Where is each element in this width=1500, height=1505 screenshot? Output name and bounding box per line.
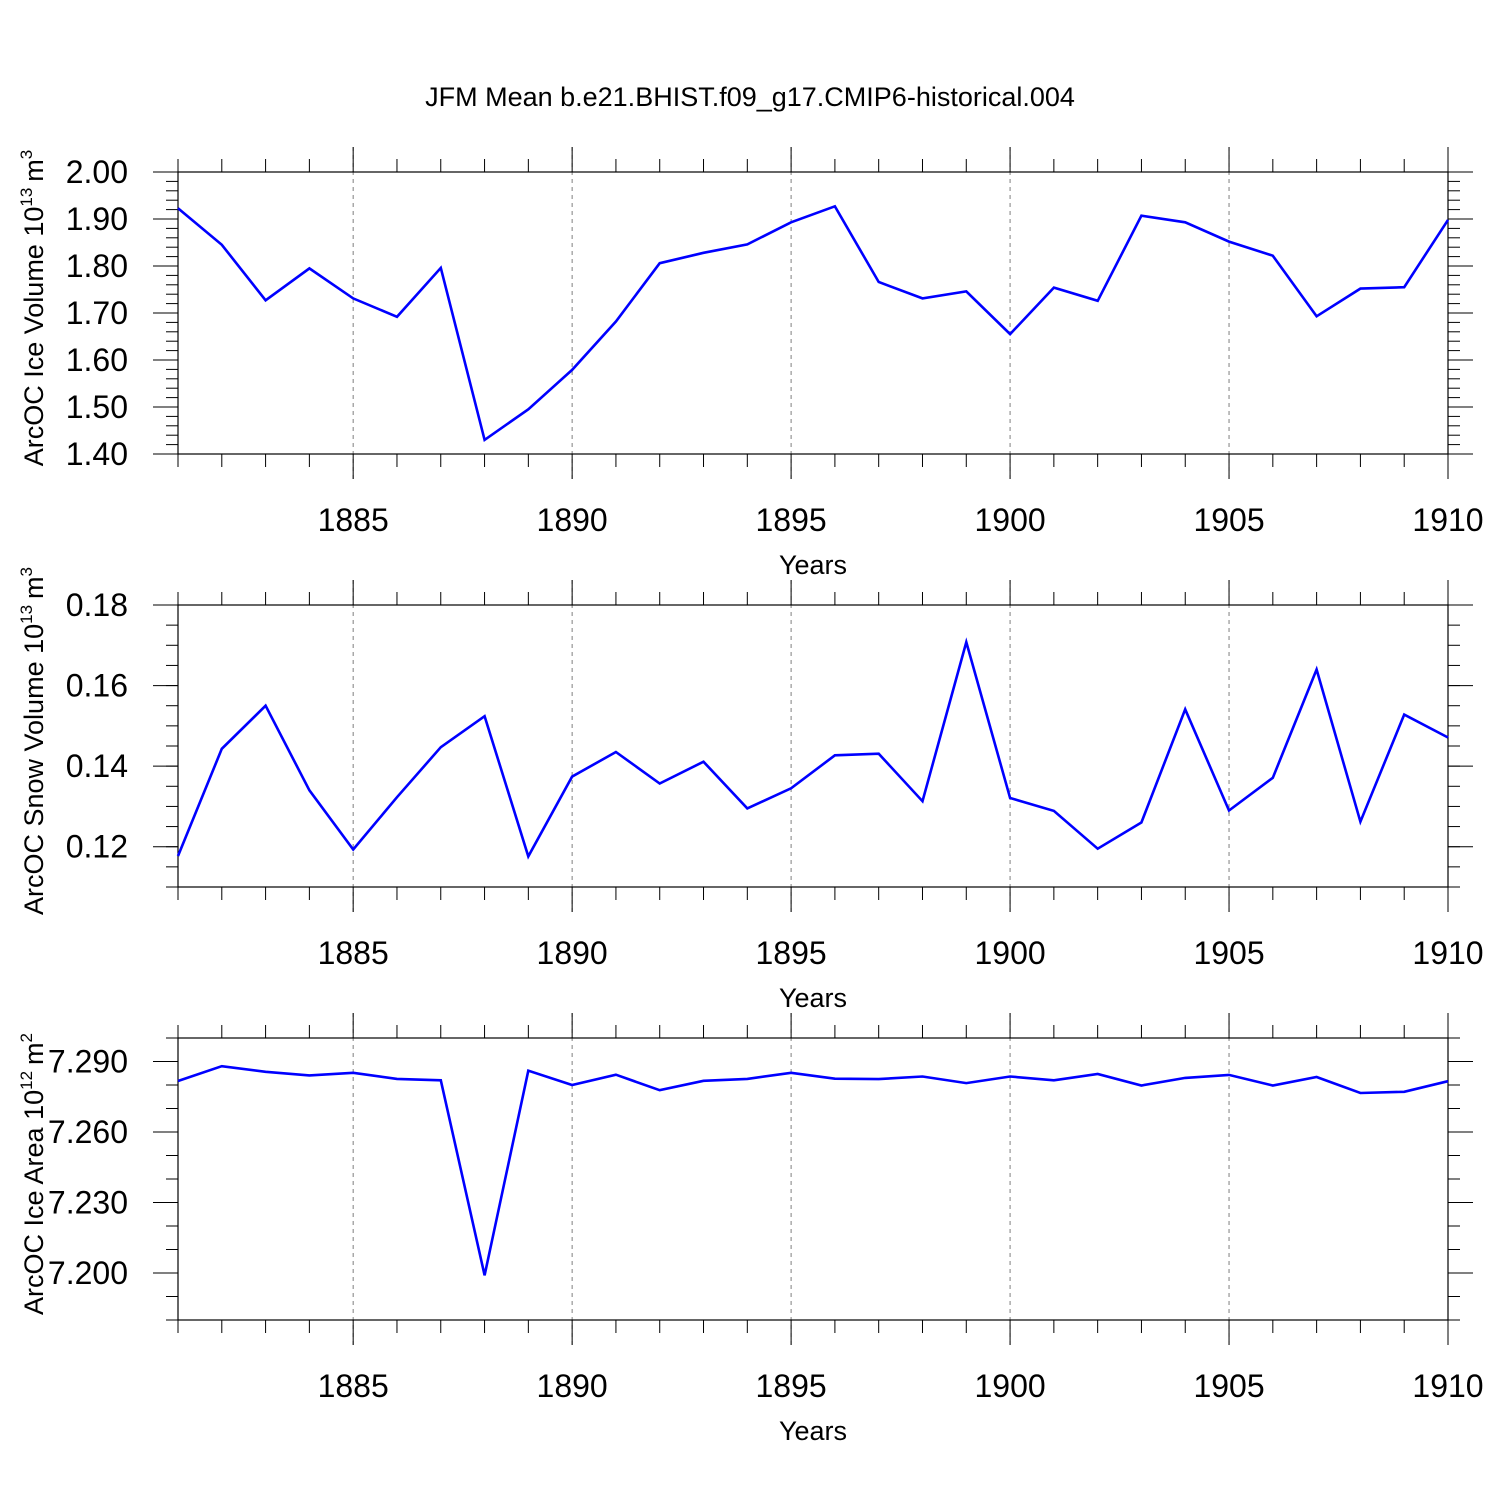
x-tick-label: 1905 [1193,1368,1264,1404]
x-tick-label: 1910 [1412,502,1483,538]
y-tick-label: 1.60 [66,342,128,378]
x-axis-label: Years [779,983,847,1013]
x-axis-label: Years [779,550,847,580]
x-tick-label: 1900 [974,935,1045,971]
y-tick-label: 7.200 [48,1255,128,1291]
x-tick-label: 1890 [537,1368,608,1404]
x-tick-label: 1900 [974,1368,1045,1404]
y-tick-label: 0.12 [66,829,128,865]
y-axis-label-unit: m [19,159,49,182]
series-line [177,204,1450,443]
y-axis-label-unit-exponent: 2 [17,1033,36,1042]
y-tick-label: 0.16 [66,668,128,704]
y-tick-label: 7.230 [48,1185,128,1221]
y-axis-label-main: ArcOC Snow Volume 10 [19,624,49,915]
x-tick-label: 1885 [318,1368,389,1404]
x-tick-label: 1910 [1412,1368,1483,1404]
chart-title: JFM Mean b.e21.BHIST.f09_g17.CMIP6-histo… [425,82,1075,112]
x-tick-label: 1895 [756,502,827,538]
x-tick-label: 1890 [537,502,608,538]
x-tick-label: 1895 [756,935,827,971]
series-line [176,637,1449,860]
y-axis-label: ArcOC Snow Volume 1013 m3 [17,567,49,915]
x-axis-label: Years [779,1416,847,1446]
y-tick-label: 1.40 [66,436,128,472]
plot-frame [177,1037,1449,1321]
x-tick-label: 1905 [1193,935,1264,971]
y-tick-label: 1.50 [66,389,128,425]
y-tick-label: 1.70 [66,295,128,331]
plot-frame [177,604,1449,888]
y-axis-label-unit: m [19,576,49,599]
y-tick-label: 1.80 [66,248,128,284]
y-axis-label: ArcOC Ice Area 1012 m2 [17,1033,49,1315]
x-tick-label: 1895 [756,1368,827,1404]
y-tick-label: 7.290 [48,1044,128,1080]
y-axis-label-main: ArcOC Ice Area 10 [19,1090,49,1315]
y-tick-label: 0.14 [66,748,128,784]
x-tick-label: 1905 [1193,502,1264,538]
chart-panel-1: 1885 1890 1895 1900 1905 1910 Years 1.40 1.50 1.6… [17,147,1484,580]
y-tick-label: 1.90 [66,201,128,237]
x-tick-label: 1885 [318,935,389,971]
x-tick-label: 1900 [974,502,1045,538]
y-tick-label: 2.00 [66,154,128,190]
chart-panel-2: 1885 1890 1895 1900 1905 1910 Years 0.12 0.14 0.1… [17,567,1484,1013]
y-axis-label-exponent: 12 [17,1071,36,1090]
y-tick-label: 0.18 [66,587,128,623]
y-axis-label-exponent: 13 [17,605,36,624]
y-tick-label: 7.260 [48,1114,128,1150]
series-line [177,1064,1449,1276]
x-tick-label: 1890 [537,935,608,971]
y-axis-label-unit-exponent: 3 [17,150,36,159]
x-tick-label: 1885 [318,502,389,538]
x-tick-label: 1910 [1412,935,1483,971]
y-axis-label: ArcOC Ice Volume 1013 m3 [17,150,49,467]
y-axis-label-exponent: 13 [17,188,36,207]
y-axis-label-unit: m [19,1042,49,1065]
chart-panel-3: 1885 1890 1895 1900 1905 1910 Years 7.200 7.230 7… [17,1013,1484,1446]
y-axis-label-main: ArcOC Ice Volume 10 [19,207,49,467]
y-axis-label-unit-exponent: 3 [17,567,36,576]
